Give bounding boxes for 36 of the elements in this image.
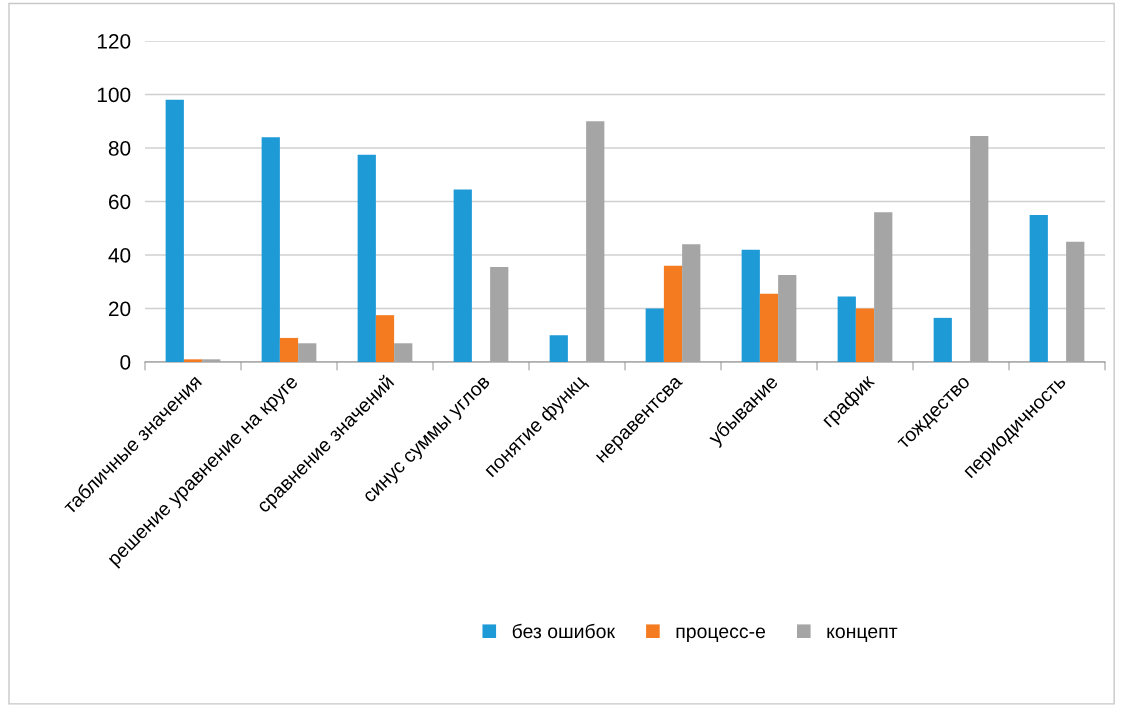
bar [855, 308, 875, 362]
bar [970, 135, 989, 362]
bar [453, 189, 472, 362]
bar [682, 244, 701, 362]
y-tick-label: 40 [108, 248, 131, 263]
bar [741, 249, 760, 362]
bar [357, 154, 376, 362]
bar [837, 296, 856, 362]
bar [165, 99, 184, 362]
bar [202, 359, 221, 362]
bar [375, 315, 395, 362]
bar [663, 265, 683, 362]
bar [183, 359, 203, 362]
y-tick-label: 120 [97, 34, 131, 49]
y-tick-label: 0 [120, 355, 131, 370]
bar [586, 121, 605, 362]
legend-label: без ошибок [512, 623, 616, 639]
y-tick-label: 80 [108, 141, 131, 156]
bar [261, 137, 280, 362]
y-tick-label: 100 [97, 87, 131, 103]
bar [298, 343, 317, 362]
bar [279, 337, 299, 362]
bar [394, 343, 413, 362]
bar [1066, 241, 1085, 362]
legend-label: процесс-е [676, 627, 766, 643]
bar [549, 335, 568, 362]
y-tick-label: 60 [109, 194, 131, 210]
bar [1029, 214, 1048, 362]
bar [645, 308, 664, 362]
bar [759, 293, 779, 362]
bar [778, 275, 797, 362]
bar [933, 317, 952, 362]
bar [490, 267, 509, 362]
legend-label: концепт [827, 627, 898, 642]
bar [874, 212, 893, 362]
y-tick-label: 20 [108, 301, 131, 317]
